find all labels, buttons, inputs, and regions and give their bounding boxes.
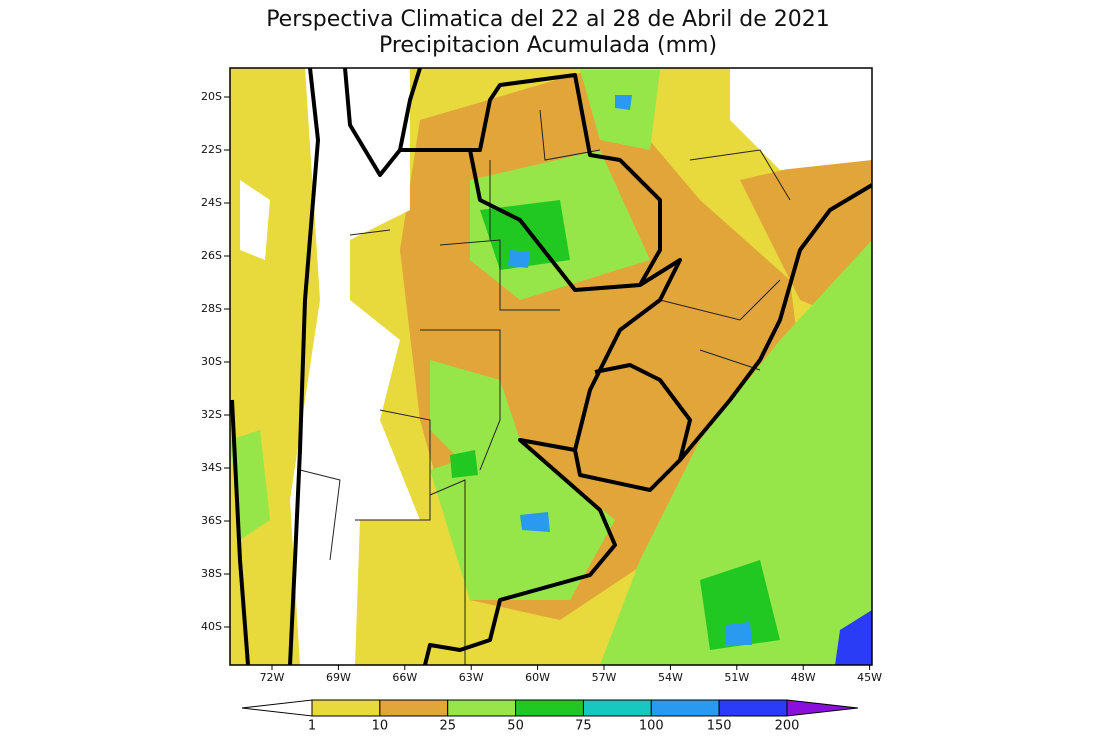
colorbar-label: 1 [308, 719, 316, 734]
lat-label: 40S [201, 620, 222, 633]
colorbar-low [241, 699, 313, 717]
lat-label: 30S [201, 355, 222, 368]
colorbar-box [447, 699, 517, 717]
lon-label: 48W [791, 671, 816, 684]
colorbar-label: 50 [507, 719, 524, 734]
lon-label: 66W [392, 671, 417, 684]
lon-label: 51W [724, 671, 749, 684]
precipitation-map [230, 68, 872, 665]
map-frame [229, 67, 873, 666]
lat-label: 20S [201, 90, 222, 103]
lon-label: 63W [459, 671, 484, 684]
lon-label: 57W [592, 671, 617, 684]
lat-label: 26S [201, 249, 222, 262]
colorbar-box [718, 699, 788, 717]
lat-label: 38S [201, 567, 222, 580]
lat-label: 34S [201, 461, 222, 474]
lon-label: 69W [326, 671, 351, 684]
title-line: Precipitacion Acumulada (mm) [379, 33, 717, 58]
title-line: Perspectiva Climatica del 22 al 28 de Ab… [266, 7, 830, 32]
colorbar-box [650, 699, 720, 717]
lat-label: 32S [201, 408, 222, 421]
colorbar-label: 75 [575, 719, 592, 734]
lat-label: 28S [201, 302, 222, 315]
colorbar-box [311, 699, 381, 717]
colorbar-label: 100 [639, 719, 664, 734]
lon-label: 54W [658, 671, 683, 684]
colorbar-label: 10 [372, 719, 389, 734]
colorbar-label: 25 [439, 719, 456, 734]
axis-labels: 20S 22S 24S 26S 28S 30S 32S 34S 36S 38S 40S 72W 69W 6… [201, 90, 882, 684]
colorbar-label: 150 [707, 719, 732, 734]
lat-label: 24S [201, 196, 222, 209]
colorbar-box [582, 699, 652, 717]
colorbar: 1 10 25 50 75 100 150 200 [241, 699, 859, 734]
lon-label: 72W [260, 671, 285, 684]
colorbar-label: 200 [775, 719, 800, 734]
lat-label: 36S [201, 514, 222, 527]
lon-label: 60W [525, 671, 550, 684]
colorbar-box [515, 699, 584, 717]
lat-label: 22S [201, 143, 222, 156]
colorbar-box [379, 699, 449, 717]
lon-label: 45W [857, 671, 882, 684]
colorbar-high [786, 699, 859, 717]
